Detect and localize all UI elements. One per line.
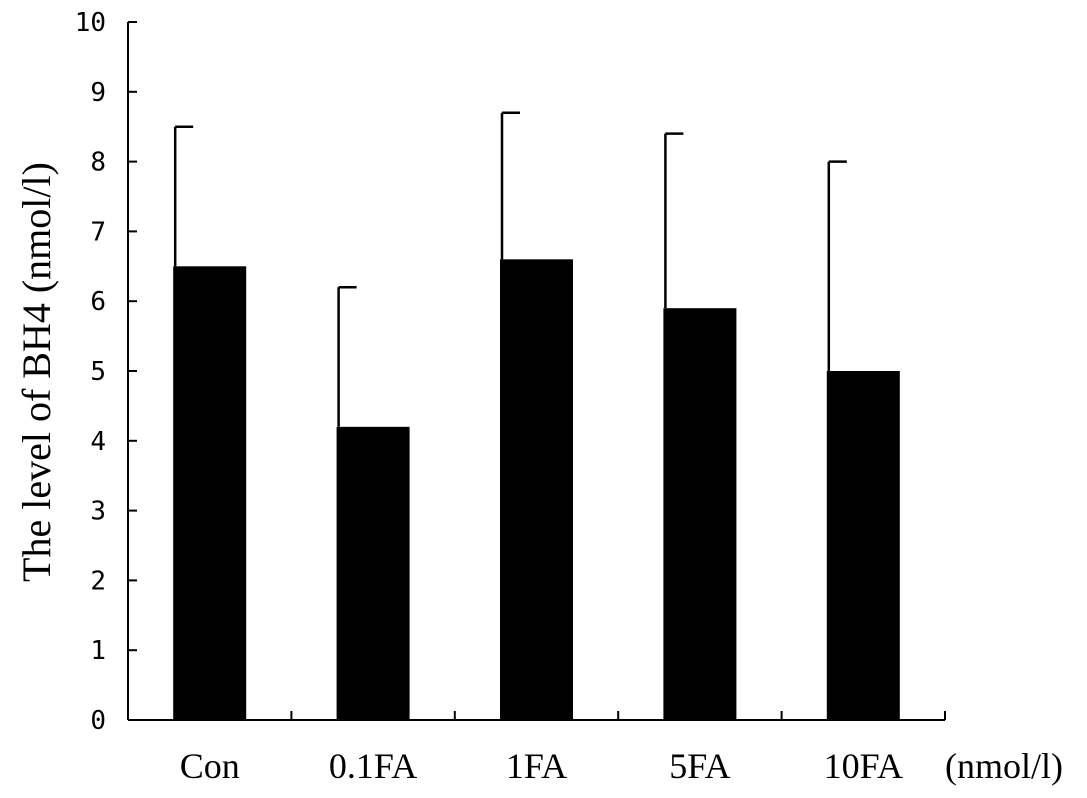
x-tick-labels: Con 0.1FA 1FA 5FA 10FA: [180, 746, 903, 786]
y-tick-label: 9: [90, 78, 106, 108]
y-tick-label: 6: [90, 287, 106, 317]
x-tick-label: 10FA: [824, 746, 903, 786]
bar-con: [173, 266, 247, 720]
y-tick-label: 10: [75, 8, 106, 38]
bars: [173, 259, 900, 720]
y-tick-label: 2: [90, 566, 106, 596]
y-axis: 0 1 2 3 4 5 6 7 8 9 10: [75, 8, 137, 736]
x-tick-label: Con: [180, 746, 240, 786]
bar-10fa: [826, 371, 900, 720]
x-tick-label: 0.1FA: [329, 746, 417, 786]
bar-1fa: [500, 259, 573, 720]
y-axis-title: The level of BH4 (nmol/l): [14, 162, 59, 582]
bar-0-1fa: [336, 426, 410, 720]
y-tick-label: 3: [90, 497, 106, 527]
y-tick-label: 5: [90, 357, 106, 387]
error-bars: [173, 111, 847, 427]
y-tick-label: 7: [90, 217, 106, 247]
x-tick-label: 1FA: [506, 746, 567, 786]
x-axis-unit-label: (nmol/l): [945, 746, 1063, 786]
y-tick-label: 4: [90, 427, 106, 457]
y-tick-label: 1: [90, 636, 106, 666]
y-tick-label: 8: [90, 148, 106, 178]
x-tick-label: 5FA: [669, 746, 730, 786]
bar-5fa: [663, 308, 737, 720]
y-tick-label: 0: [90, 706, 106, 736]
